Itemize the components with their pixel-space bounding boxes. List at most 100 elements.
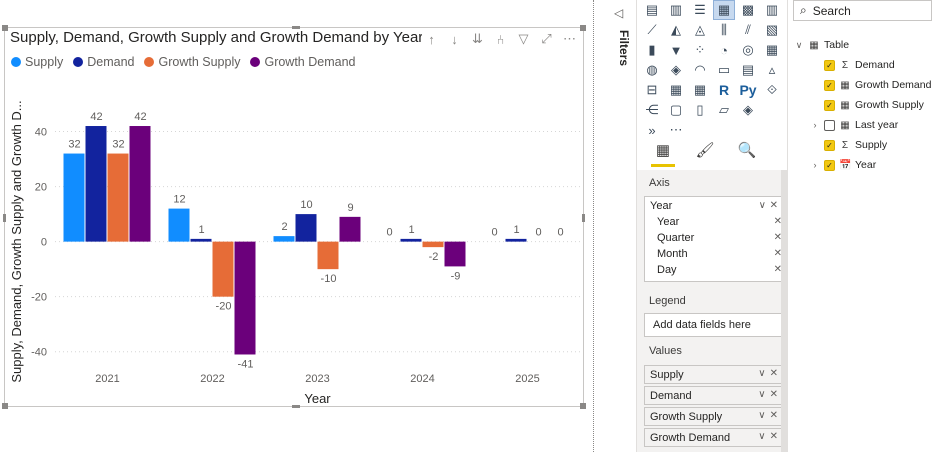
smart-narrative-icon[interactable]: ▯: [696, 102, 704, 117]
legend-item-growth-demand[interactable]: Growth Demand: [250, 55, 355, 69]
resize-handle[interactable]: [2, 25, 8, 31]
legend-item-demand[interactable]: Demand: [73, 55, 134, 69]
remove-icon[interactable]: ✕: [773, 248, 782, 259]
field-item[interactable]: ✓ ▦ Growth Supply: [810, 99, 924, 111]
remove-icon[interactable]: ✕: [769, 368, 778, 379]
power-automate-icon[interactable]: »: [648, 122, 656, 138]
drill-down-icon[interactable]: ↓: [451, 31, 458, 47]
values-field-growth-supply[interactable]: Growth Supply ∨ ✕: [644, 407, 782, 426]
table-node[interactable]: ∨ ▦ Table: [794, 39, 849, 51]
field-checkbox[interactable]: ✓: [824, 139, 835, 151]
more-options-icon[interactable]: ⋯: [563, 31, 576, 46]
table-icon[interactable]: ▦: [669, 82, 683, 97]
pie-chart-icon[interactable]: ◔: [720, 42, 728, 58]
legend-item-supply[interactable]: Supply: [11, 55, 63, 69]
line-chart-icon[interactable]: ⟋: [647, 22, 657, 37]
line-column-icon[interactable]: ⫼: [721, 22, 727, 37]
values-field-demand[interactable]: Demand ∨ ✕: [644, 386, 782, 405]
clustered-bar-icon[interactable]: ▥: [765, 2, 779, 17]
column-chart-icon[interactable]: ▥: [669, 2, 683, 17]
kpi-icon[interactable]: ▵: [768, 62, 776, 77]
resize-handle[interactable]: [580, 403, 586, 409]
clustered-column-icon[interactable]: ▦: [713, 0, 735, 20]
remove-icon[interactable]: ✕: [769, 200, 778, 211]
resize-handle[interactable]: [582, 214, 585, 222]
resize-handle[interactable]: [292, 405, 300, 408]
chevron-down-icon[interactable]: ∨: [758, 368, 766, 379]
decomposition-tree-icon[interactable]: ⋲: [645, 102, 659, 117]
map-icon[interactable]: ◍: [646, 62, 658, 77]
card-icon[interactable]: ▭: [717, 62, 731, 77]
stacked-area-icon[interactable]: ◬: [695, 22, 705, 37]
remove-icon[interactable]: ✕: [769, 410, 778, 421]
chevron-right-icon[interactable]: ›: [813, 120, 817, 130]
values-field-supply[interactable]: Supply ∨ ✕: [644, 365, 782, 384]
multi-row-card-icon[interactable]: ▤: [741, 62, 755, 77]
more-icon[interactable]: ⋯: [669, 122, 683, 137]
paginated-report-icon[interactable]: ▱: [719, 102, 729, 117]
funnel-icon[interactable]: ▼: [669, 42, 683, 58]
chevron-down-icon[interactable]: ∨: [795, 39, 803, 50]
axis-well[interactable]: Year ∨ ✕ Year ✕ Quarter ✕ Month ✕ Day: [644, 196, 782, 282]
gauge-icon[interactable]: ◠: [694, 62, 706, 77]
resize-handle[interactable]: [2, 403, 8, 409]
axis-field-year[interactable]: Year ∨ ✕: [650, 200, 778, 212]
resize-handle[interactable]: [292, 26, 300, 29]
stacked-column-100-icon[interactable]: ▩: [741, 2, 755, 17]
remove-icon[interactable]: ✕: [773, 264, 782, 275]
qa-icon[interactable]: ▢: [669, 102, 683, 117]
field-checkbox[interactable]: ✓: [824, 99, 835, 111]
key-influencers-icon[interactable]: ⟐: [766, 82, 778, 97]
resize-handle[interactable]: [580, 25, 586, 31]
analytics-tab-icon[interactable]: 🔍: [737, 142, 757, 159]
field-checkbox[interactable]: ✓: [824, 59, 835, 71]
field-item[interactable]: ✓ Σ Demand: [810, 59, 895, 71]
treemap-icon[interactable]: ▦: [765, 42, 779, 57]
field-item[interactable]: ✓ Σ Supply: [810, 139, 887, 151]
focus-mode-icon[interactable]: ⤢: [541, 31, 552, 46]
chevron-right-icon[interactable]: ›: [813, 160, 817, 170]
matrix-icon[interactable]: ▦: [693, 82, 707, 97]
field-item[interactable]: › ✓ 📅 Year: [810, 159, 877, 171]
line-column-stacked-icon[interactable]: ⫽: [745, 22, 751, 37]
waterfall-icon[interactable]: ▮: [648, 42, 656, 57]
filled-map-icon[interactable]: ◈: [671, 62, 681, 77]
values-field-growth-demand[interactable]: Growth Demand ∨ ✕: [644, 428, 782, 447]
expand-all-icon[interactable]: ⑃: [496, 31, 505, 47]
legend-item-growth-supply[interactable]: Growth Supply: [144, 55, 240, 69]
fields-search-input[interactable]: ⌕ Search: [793, 0, 932, 21]
chevron-down-icon[interactable]: ∨: [758, 410, 766, 421]
field-item[interactable]: › ▦ Last year: [810, 119, 899, 131]
field-checkbox[interactable]: ✓: [824, 79, 835, 91]
filter-icon[interactable]: ▽: [518, 31, 529, 46]
power-apps-icon[interactable]: ◈: [743, 102, 753, 117]
python-visual-icon[interactable]: Py: [739, 82, 757, 98]
field-item[interactable]: ✓ ▦ Growth Demand: [810, 79, 931, 91]
bar-chart-icon[interactable]: ▤: [645, 2, 659, 17]
fields-tab-icon[interactable]: ▦: [651, 141, 675, 167]
remove-icon[interactable]: ✕: [769, 431, 778, 442]
resize-handle[interactable]: [3, 214, 6, 222]
slicer-icon[interactable]: ⊟: [646, 82, 658, 97]
chevron-down-icon[interactable]: ∨: [758, 200, 766, 211]
ribbon-chart-icon[interactable]: ▧: [765, 22, 779, 37]
remove-icon[interactable]: ✕: [773, 232, 782, 243]
scatter-icon[interactable]: ⁘: [694, 42, 706, 57]
collapse-filters-icon[interactable]: ◁: [614, 6, 624, 20]
remove-icon[interactable]: ✕: [773, 216, 782, 227]
chevron-down-icon[interactable]: ∨: [758, 389, 766, 400]
chevron-down-icon[interactable]: ∨: [758, 431, 766, 442]
clustered-column-visual[interactable]: 40 20 0 -20 -40 32 42 32 42 2021 12 1 -20 -41 2022 2 10-…: [2, 25, 586, 409]
format-tab-icon[interactable]: 🖌: [695, 142, 715, 159]
wells-scrollbar[interactable]: [781, 170, 787, 452]
field-checkbox[interactable]: [824, 119, 835, 131]
legend-well[interactable]: Add data fields here: [644, 313, 782, 337]
expand-next-level-icon[interactable]: ⇊: [472, 31, 483, 46]
r-visual-icon[interactable]: R: [718, 82, 730, 98]
field-checkbox[interactable]: ✓: [824, 159, 835, 171]
drill-up-icon[interactable]: ↑: [428, 31, 435, 47]
remove-icon[interactable]: ✕: [769, 389, 778, 400]
stacked-bar-icon[interactable]: ☰: [694, 2, 706, 17]
area-chart-icon[interactable]: ◭: [671, 22, 681, 37]
donut-chart-icon[interactable]: ◎: [742, 42, 754, 57]
